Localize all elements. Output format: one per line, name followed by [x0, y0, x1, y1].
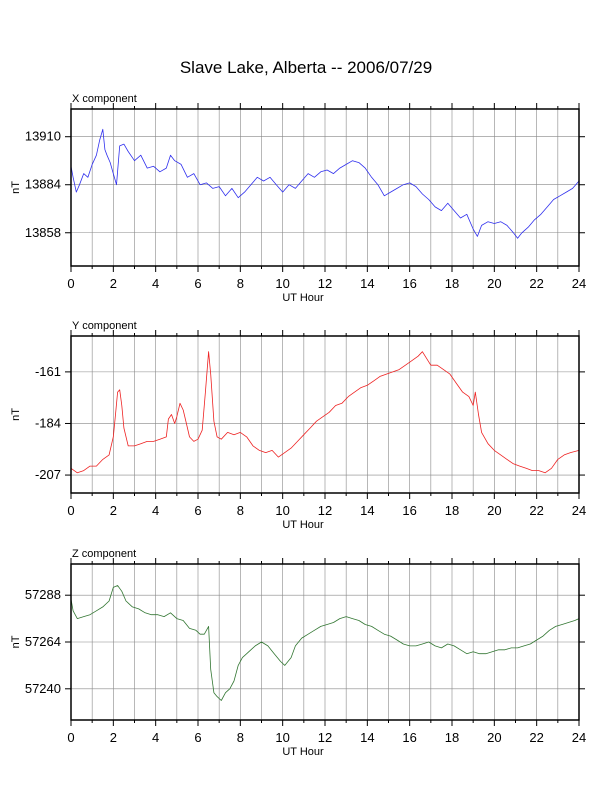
- x-axis-label: UT Hour: [282, 746, 324, 758]
- y-tick-label: 57264: [25, 634, 61, 649]
- panel-title: X component: [72, 93, 137, 105]
- y-axis-label: nT: [10, 408, 22, 421]
- x-tick-label: 20: [487, 730, 501, 745]
- page-title: Slave Lake, Alberta -- 2006/07/29: [179, 58, 433, 77]
- x-tick-label: 20: [487, 276, 501, 291]
- x-tick-label: 2: [110, 730, 117, 745]
- x-tick-label: 24: [572, 503, 586, 518]
- panel-title: Y component: [72, 320, 137, 332]
- x-tick-label: 6: [194, 503, 201, 518]
- x-tick-label: 14: [360, 730, 374, 745]
- y-tick-label: -207: [35, 467, 61, 482]
- x-tick-label: 22: [529, 503, 543, 518]
- x-tick-label: 16: [402, 503, 416, 518]
- series-line: [70, 585, 580, 701]
- x-tick-label: 16: [402, 276, 416, 291]
- series-line: [70, 351, 580, 474]
- y-tick-label: 13910: [25, 129, 61, 144]
- y-tick-label: -161: [35, 364, 61, 379]
- x-tick-label: 20: [487, 503, 501, 518]
- x-tick-label: 18: [445, 730, 459, 745]
- y-axis-label: nT: [10, 635, 22, 648]
- x-tick-label: 22: [529, 730, 543, 745]
- x-tick-label: 2: [110, 276, 117, 291]
- x-tick-label: 6: [194, 730, 201, 745]
- x-tick-label: 24: [572, 730, 586, 745]
- y-tick-label: 13858: [25, 225, 61, 240]
- x-tick-label: 12: [318, 730, 332, 745]
- x-tick-label: 8: [237, 503, 244, 518]
- x-axis-label: UT Hour: [282, 292, 324, 304]
- series-line: [70, 128, 580, 239]
- x-tick-label: 22: [529, 276, 543, 291]
- x-axis-label: UT Hour: [282, 519, 324, 531]
- x-tick-label: 12: [318, 503, 332, 518]
- x-tick-label: 10: [275, 276, 289, 291]
- y-tick-label: 57288: [25, 587, 61, 602]
- x-tick-label: 0: [67, 276, 74, 291]
- x-tick-label: 10: [275, 503, 289, 518]
- x-tick-label: 16: [402, 730, 416, 745]
- x-tick-label: 10: [275, 730, 289, 745]
- x-tick-label: 0: [67, 503, 74, 518]
- x-tick-label: 0: [67, 730, 74, 745]
- x-tick-label: 12: [318, 276, 332, 291]
- x-tick-label: 6: [194, 276, 201, 291]
- x-tick-label: 24: [572, 276, 586, 291]
- panel-title: Z component: [72, 548, 136, 560]
- x-tick-label: 4: [152, 503, 159, 518]
- y-tick-label: -184: [35, 415, 61, 430]
- y-tick-label: 13884: [25, 177, 61, 192]
- x-tick-label: 14: [360, 503, 374, 518]
- x-tick-label: 4: [152, 276, 159, 291]
- x-tick-label: 4: [152, 730, 159, 745]
- x-tick-label: 18: [445, 503, 459, 518]
- x-tick-label: 18: [445, 276, 459, 291]
- y-tick-label: 57240: [25, 681, 61, 696]
- x-tick-label: 2: [110, 503, 117, 518]
- y-axis-label: nT: [10, 181, 22, 194]
- x-tick-label: 8: [237, 276, 244, 291]
- x-tick-label: 14: [360, 276, 374, 291]
- x-tick-label: 8: [237, 730, 244, 745]
